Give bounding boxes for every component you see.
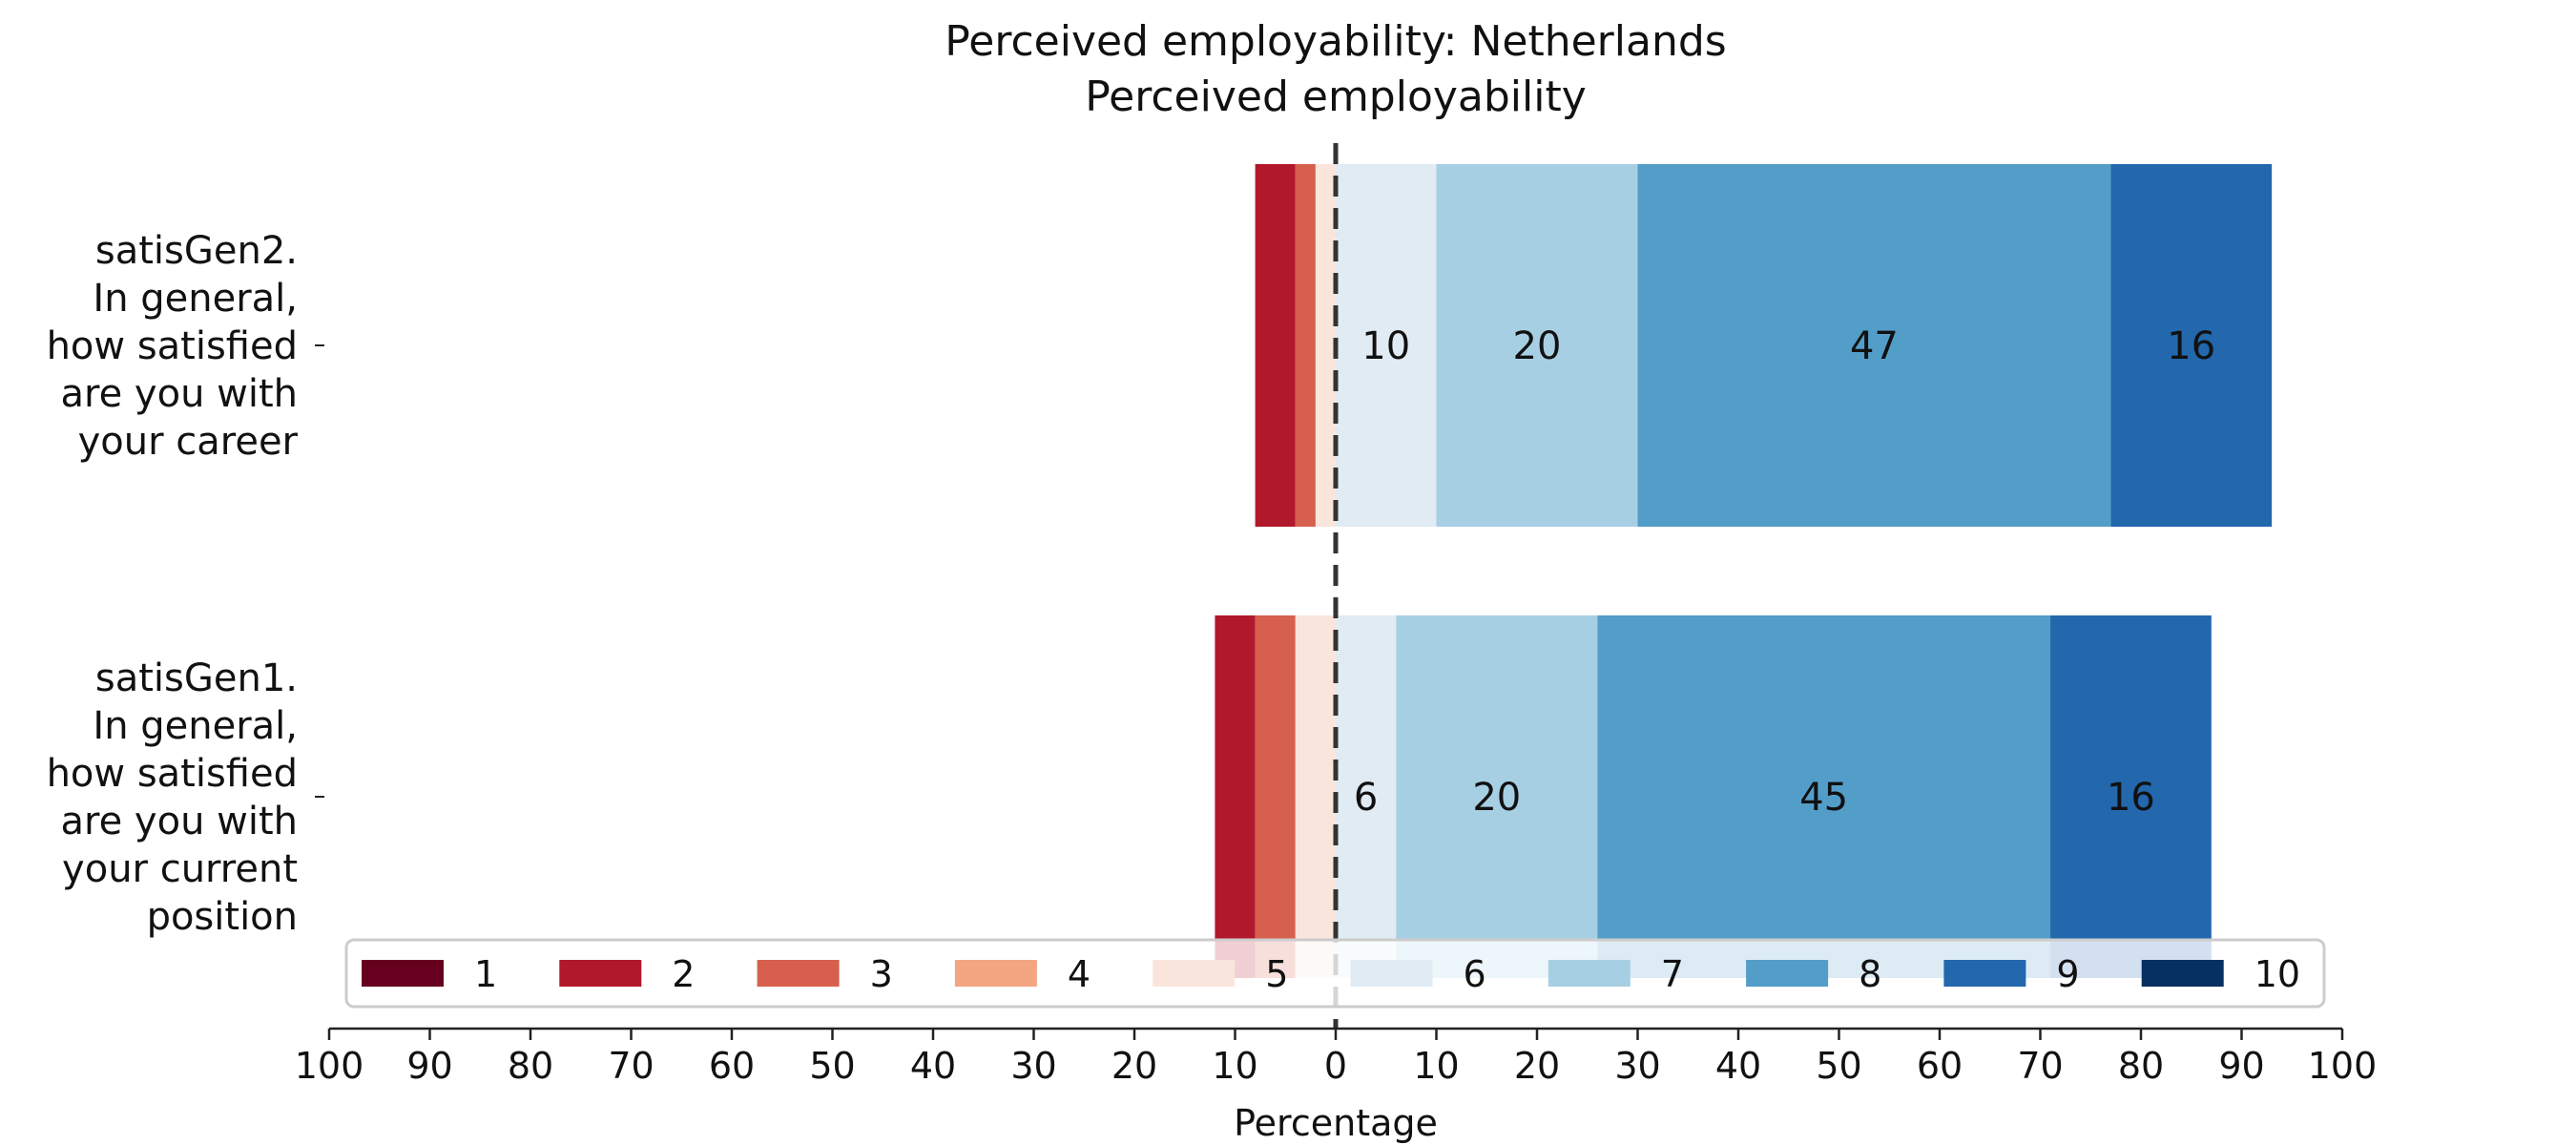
x-tick-label: 0 <box>1324 1045 1347 1087</box>
legend-label: 3 <box>870 953 893 995</box>
x-tick-label: 60 <box>709 1045 755 1087</box>
legend-swatch <box>1153 960 1236 987</box>
x-tick-label: 40 <box>1715 1045 1761 1087</box>
legend-swatch <box>559 960 642 987</box>
x-tick-label: 100 <box>295 1045 364 1087</box>
legend-swatch <box>1943 960 2026 987</box>
bar-segment-3 <box>1295 164 1316 527</box>
legend-swatch <box>1548 960 1631 987</box>
category-label: In general, <box>93 704 298 748</box>
legend-label: 9 <box>2056 953 2079 995</box>
x-tick-label: 50 <box>1816 1045 1861 1087</box>
x-tick-label: 10 <box>1413 1045 1459 1087</box>
x-tick-label: 80 <box>2118 1045 2164 1087</box>
legend-label: 8 <box>1859 953 1881 995</box>
bar-segment-8 <box>1637 164 2111 527</box>
bars-layer: 10 20 47 16 6 20 45 16 <box>1215 164 2273 978</box>
x-tick-label: 30 <box>1614 1045 1660 1087</box>
legend-label: 1 <box>474 953 497 995</box>
data-label: 6 <box>1354 776 1378 820</box>
legend-label: 5 <box>1265 953 1288 995</box>
x-tick-label: 40 <box>910 1045 956 1087</box>
category-label: In general, <box>93 277 298 321</box>
data-label: 16 <box>2107 776 2155 820</box>
x-tick-label: 30 <box>1010 1045 1056 1087</box>
x-tick-label: 100 <box>2308 1045 2378 1087</box>
category-label: your career <box>78 420 299 464</box>
bar-segment-9 <box>2050 615 2212 978</box>
x-tick-label: 20 <box>1514 1045 1560 1087</box>
legend-swatch <box>2141 960 2224 987</box>
legend: 1 2 3 4 5 6 7 8 9 10 <box>344 938 2326 1009</box>
bar-segment-7 <box>1436 164 1638 527</box>
chart-title: Perceived employability: Netherlands <box>945 17 1726 66</box>
bar-segment-5 <box>1295 615 1336 978</box>
x-tick-label: 50 <box>809 1045 855 1087</box>
x-tick-label: 80 <box>508 1045 553 1087</box>
x-tick-label: 70 <box>608 1045 654 1087</box>
x-tick-label: 90 <box>406 1045 452 1087</box>
data-label: 45 <box>1799 776 1848 820</box>
legend-swatch <box>954 960 1037 987</box>
data-label: 47 <box>1850 324 1899 368</box>
x-tick-label: 60 <box>1917 1045 1963 1087</box>
legend-swatch <box>1746 960 1829 987</box>
chart-subtitle: Perceived employability <box>1085 73 1587 121</box>
legend-label: 2 <box>672 953 695 995</box>
legend-label: 10 <box>2254 953 2300 995</box>
bar-segment-6 <box>1336 615 1397 978</box>
x-tick-label: 90 <box>2218 1045 2264 1087</box>
legend-label: 4 <box>1068 953 1091 995</box>
bar-segment-2 <box>1255 164 1296 527</box>
x-axis: 100 90 80 70 60 50 40 30 20 10 0 10 20 30 40 50 60 70 80 90… <box>295 1027 2378 1087</box>
legend-box <box>344 938 2326 1009</box>
bar-segment-5 <box>1315 164 1336 527</box>
category-label: how satisfied <box>47 324 298 368</box>
x-tick-label: 70 <box>2017 1045 2063 1087</box>
legend-label: 7 <box>1661 953 1684 995</box>
data-label: 20 <box>1513 324 1562 368</box>
x-axis-label: Percentage <box>1234 1102 1438 1144</box>
bar-segment-9 <box>2110 164 2273 527</box>
data-label: 16 <box>2167 324 2215 368</box>
category-label: satisGen2. <box>95 229 298 273</box>
bar-segment-2 <box>1215 615 1256 978</box>
category-label: position <box>147 895 298 939</box>
category-label: how satisfied <box>47 752 298 796</box>
bar-segment-6 <box>1336 164 1437 527</box>
category-label: your current <box>62 847 298 891</box>
category-label: are you with <box>61 800 298 843</box>
x-tick-label: 10 <box>1212 1045 1257 1087</box>
legend-swatch <box>362 960 444 987</box>
bar-segment-8 <box>1597 615 2051 978</box>
bar-segment-3 <box>1255 615 1296 978</box>
data-label: 10 <box>1361 324 1410 368</box>
category-label: satisGen1. <box>95 656 298 700</box>
legend-swatch <box>1350 960 1433 987</box>
legend-swatch <box>757 960 840 987</box>
bar-segment-7 <box>1396 615 1598 978</box>
category-label: are you with <box>61 372 298 416</box>
x-tick-label: 20 <box>1111 1045 1157 1087</box>
data-label: 20 <box>1472 776 1521 820</box>
legend-label: 6 <box>1464 953 1486 995</box>
